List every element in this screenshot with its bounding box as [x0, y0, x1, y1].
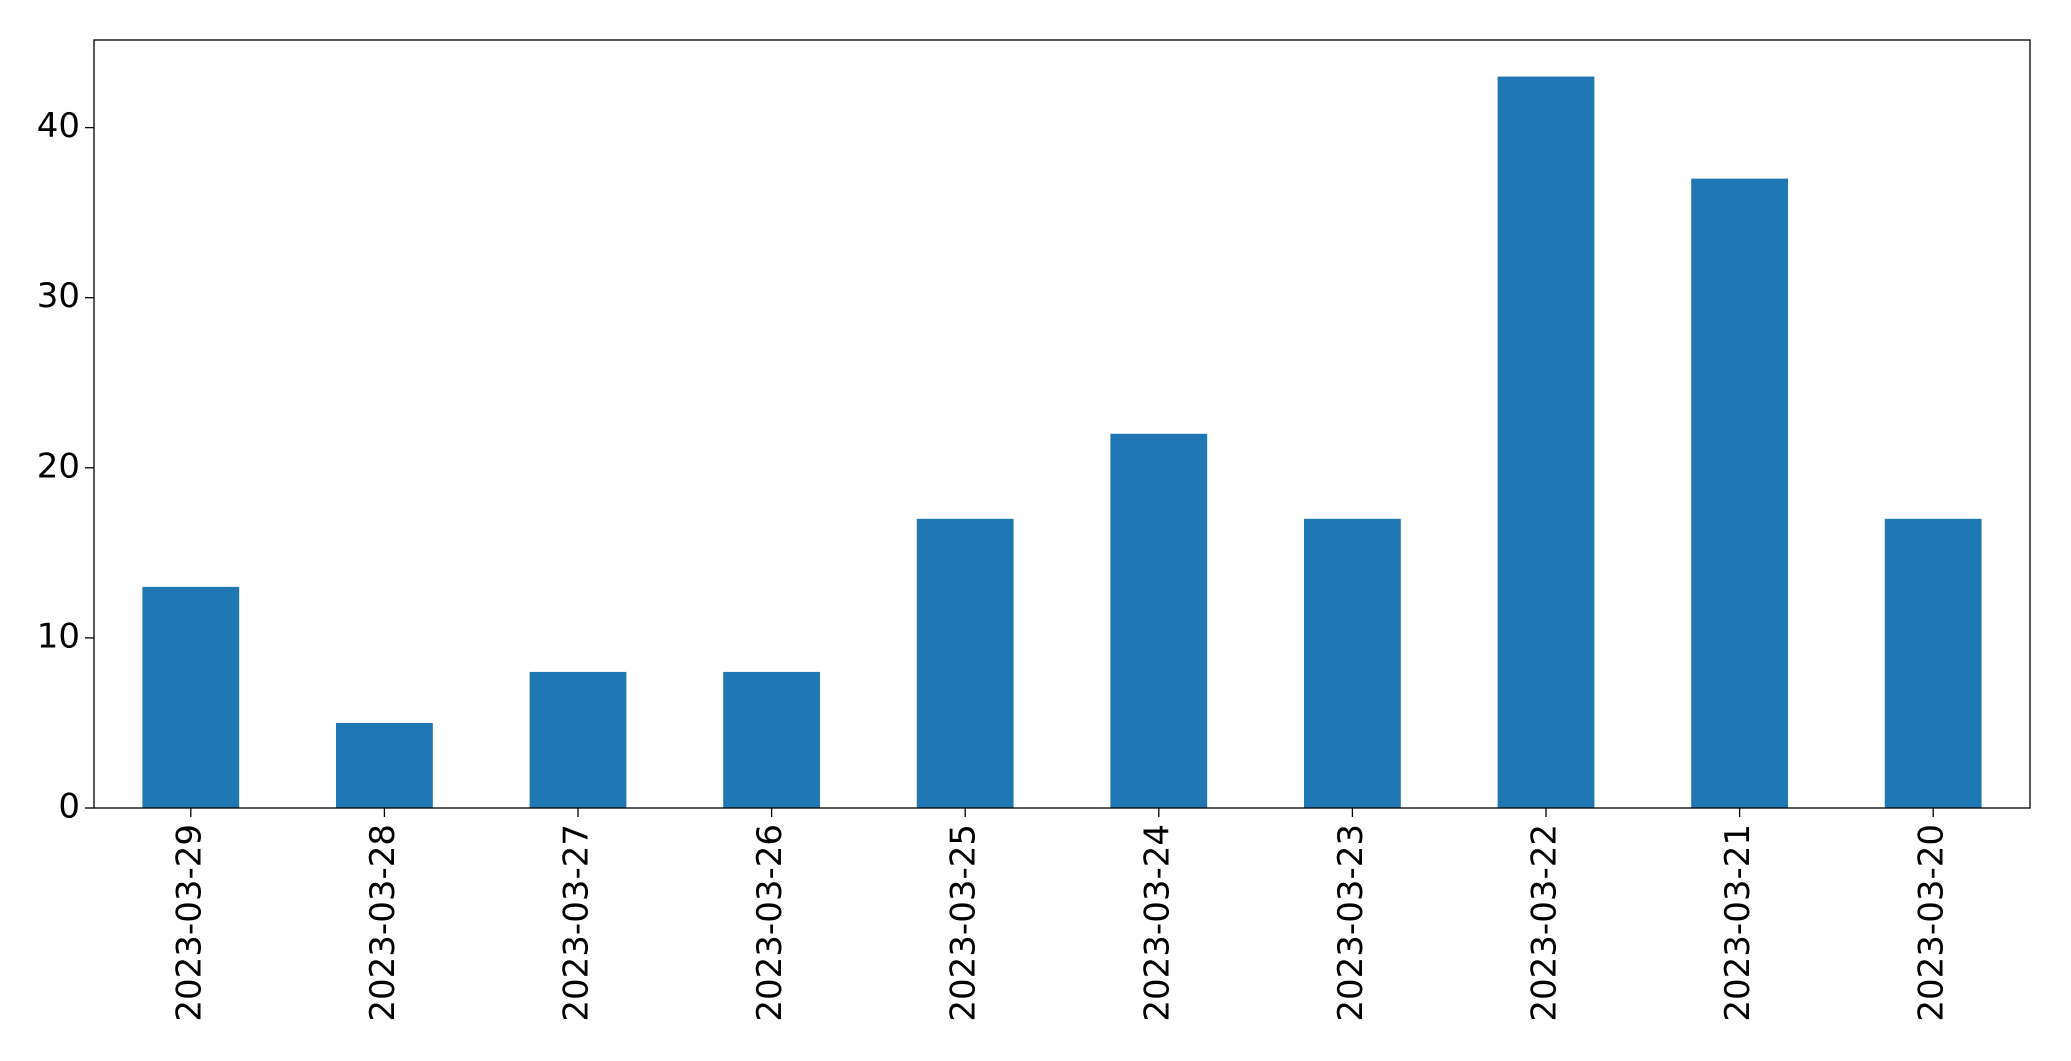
x-tick-label: 2023-03-29 [169, 824, 209, 1022]
x-tick-label: 2023-03-22 [1525, 824, 1565, 1022]
bar [1691, 178, 1788, 808]
y-tick-label: 20 [37, 446, 80, 486]
bar [336, 722, 433, 808]
x-tick-label: 2023-03-21 [1718, 824, 1758, 1022]
x-tick-label: 2023-03-20 [1912, 824, 1952, 1022]
x-tick-label: 2023-03-25 [944, 824, 984, 1022]
bar [142, 586, 240, 808]
bar [1884, 518, 1982, 808]
y-tick-label: 30 [37, 276, 80, 316]
x-tick-label: 2023-03-27 [557, 824, 597, 1022]
bar [916, 518, 1014, 808]
bar [1110, 433, 1208, 808]
y-tick-label: 40 [37, 106, 80, 146]
y-tick-label: 0 [58, 787, 80, 827]
bar [1304, 518, 1401, 808]
x-tick-label: 2023-03-28 [363, 824, 403, 1022]
bar [1497, 76, 1595, 809]
plot-frame [93, 39, 2031, 809]
bar [723, 671, 820, 808]
x-tick-label: 2023-03-26 [750, 824, 790, 1022]
bar [529, 671, 627, 808]
y-tick-label: 10 [37, 616, 80, 656]
x-tick-label: 2023-03-24 [1137, 824, 1177, 1022]
x-tick-label: 2023-03-23 [1331, 824, 1371, 1022]
